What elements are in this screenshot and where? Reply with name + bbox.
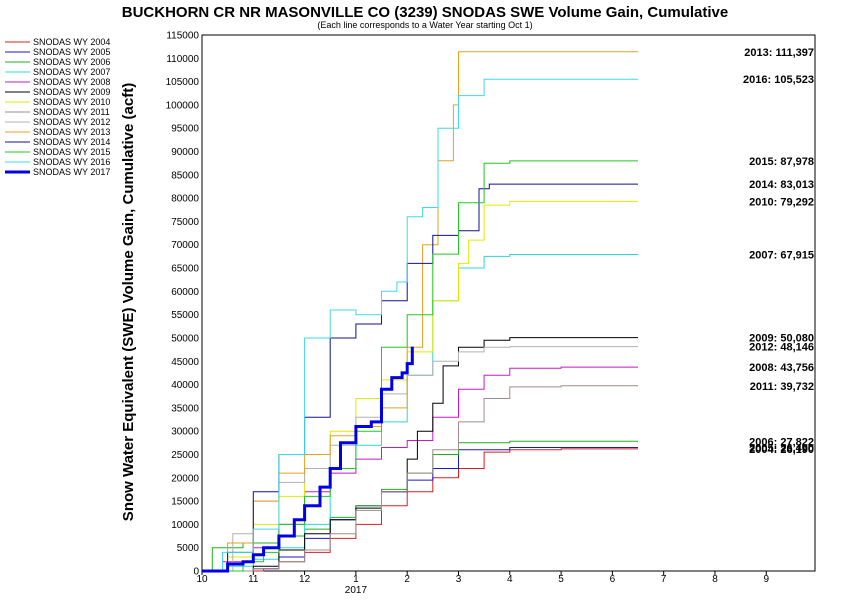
plot-area xyxy=(201,34,816,572)
y-tick-label: 15000 xyxy=(171,497,199,508)
x-tick-label: 3 xyxy=(456,574,462,585)
y-axis-label: Snow Water Equivalent (SWE) Volume Gain,… xyxy=(120,83,137,521)
legend-entry: SNODAS WY 2004 xyxy=(33,37,110,47)
x-tick-label: 10 xyxy=(196,574,208,585)
y-tick-label: 70000 xyxy=(171,240,199,251)
series-end-label: 2005: 26,490 xyxy=(749,443,814,455)
legend-entry: SNODAS WY 2015 xyxy=(33,147,110,157)
chart-title: BUCKHORN CR NR MASONVILLE CO (3239) SNOD… xyxy=(122,4,728,21)
series-end-label: 2006: 27,822 xyxy=(749,436,814,448)
legend-entry: SNODAS WY 2011 xyxy=(33,107,110,117)
series-end-label: 2011: 39,732 xyxy=(750,381,814,393)
x-tick-label: 9 xyxy=(763,574,769,585)
y-tick-label: 60000 xyxy=(171,287,199,298)
y-tick-label: 45000 xyxy=(171,357,199,368)
y-tick-label: 115000 xyxy=(166,31,199,42)
x-tick-label: 11 xyxy=(248,574,259,585)
y-tick-label: 85000 xyxy=(171,170,199,181)
series-end-label: 2007: 67,915 xyxy=(749,249,814,261)
series-line xyxy=(202,346,414,573)
y-tick-label: 55000 xyxy=(171,310,199,321)
legend-entry: SNODAS WY 2016 xyxy=(33,157,110,167)
legend-entry: SNODAS WY 2013 xyxy=(33,127,110,137)
y-tick-label: 100000 xyxy=(166,100,200,111)
y-tick-label: 40000 xyxy=(171,380,199,391)
series-end-label: 2010: 79,292 xyxy=(749,196,814,208)
x-tick-label: 1 xyxy=(353,574,359,585)
series-end-label: 2016: 105,523 xyxy=(743,74,814,86)
legend-entry: SNODAS WY 2010 xyxy=(33,97,110,107)
legend-entry: SNODAS WY 2009 xyxy=(33,87,110,97)
y-tick-label: 110000 xyxy=(166,54,199,65)
legend-entry: SNODAS WY 2008 xyxy=(33,77,110,87)
y-tick-label: 105000 xyxy=(166,77,200,88)
y-tick-label: 25000 xyxy=(171,450,199,461)
x-tick-label: 5 xyxy=(558,574,564,585)
x-tick-label: 7 xyxy=(661,574,667,585)
x-tick-label: 2 xyxy=(404,574,410,585)
series-line xyxy=(202,200,638,572)
y-tick-label: 80000 xyxy=(171,194,199,205)
series-end-label: 2008: 43,756 xyxy=(749,362,814,374)
y-tick-label: 50000 xyxy=(171,333,199,344)
y-tick-label: 5000 xyxy=(177,543,200,554)
x-tick-label: 6 xyxy=(610,574,616,585)
series-lines xyxy=(202,51,638,573)
y-tick-label: 65000 xyxy=(171,264,199,275)
series-line xyxy=(202,385,638,572)
legend-entry: SNODAS WY 2012 xyxy=(33,117,110,127)
series-end-label: 2015: 87,978 xyxy=(749,156,814,168)
legend-entry: SNODAS WY 2017 xyxy=(33,167,110,177)
series-line xyxy=(202,78,638,572)
series-end-label: 2013: 111,397 xyxy=(744,47,814,59)
x-tick-label: 12 xyxy=(299,574,311,585)
series-end-label: 2009: 50,080 xyxy=(749,333,814,345)
legend-entry: SNODAS WY 2005 xyxy=(33,47,110,57)
y-tick-label: 20000 xyxy=(171,473,199,484)
series-line xyxy=(202,254,638,572)
y-tick-label: 35000 xyxy=(171,403,199,414)
x-year-label: 2017 xyxy=(345,585,368,596)
legend-entry: SNODAS WY 2007 xyxy=(33,67,110,77)
series-end-label: 2014: 83,013 xyxy=(749,179,814,191)
legend-entry: SNODAS WY 2014 xyxy=(33,137,110,147)
y-tick-label: 0 xyxy=(193,567,199,578)
series-end-label: 2004: 26,190 xyxy=(749,444,814,456)
y-tick-label: 10000 xyxy=(171,520,199,531)
y-tick-label: 90000 xyxy=(171,147,199,158)
x-tick-label: 4 xyxy=(507,574,513,585)
y-tick-label: 75000 xyxy=(171,217,199,228)
y-tick-label: 30000 xyxy=(171,427,199,438)
axes: 0 5000 10000 15000 20000 25000 30000 35000 40000… xyxy=(166,31,816,596)
chart-subtitle: (Each line corresponds to a Water Year s… xyxy=(317,20,532,30)
x-tick-label: 8 xyxy=(712,574,718,585)
y-tick-label: 95000 xyxy=(171,124,199,135)
legend-entry: SNODAS WY 2006 xyxy=(33,57,110,67)
series-end-label: 2012: 48,146 xyxy=(749,342,814,354)
series-line xyxy=(202,337,638,572)
